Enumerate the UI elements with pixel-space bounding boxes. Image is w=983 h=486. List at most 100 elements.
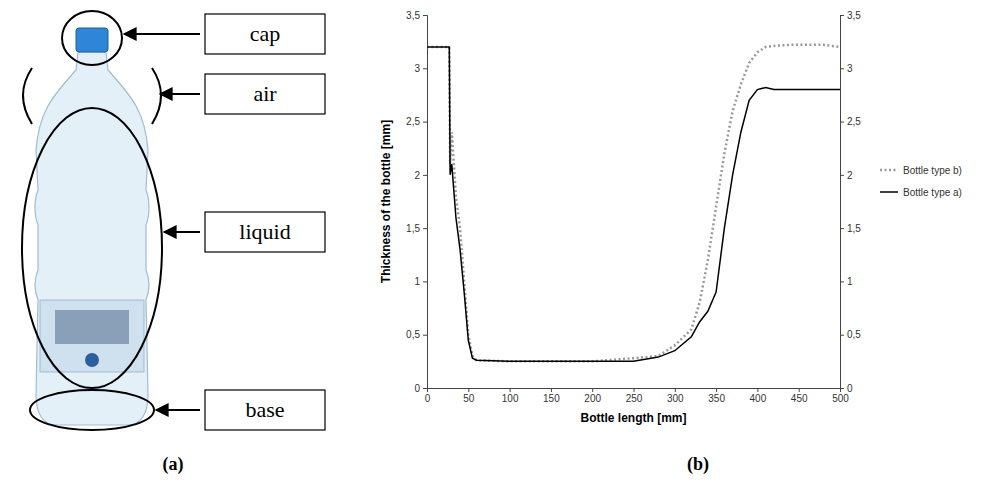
tick-mark xyxy=(423,388,427,389)
legend-item: Bottle type b) xyxy=(880,165,962,176)
tick-label: 250 xyxy=(626,393,643,404)
tick: 1 xyxy=(414,276,427,287)
label-box xyxy=(205,74,325,114)
label-text: air xyxy=(253,81,277,106)
legend-swatch xyxy=(880,169,898,172)
tick-mark xyxy=(423,335,427,336)
tick: 300 xyxy=(667,388,684,404)
tick-mark xyxy=(551,388,552,392)
figure: capairliquidbase(a)050100150200250300350… xyxy=(0,0,983,486)
tick: 400 xyxy=(750,388,767,404)
tick-mark xyxy=(675,388,676,392)
tick: 3,5 xyxy=(840,10,861,21)
tick-label: 2 xyxy=(847,170,853,181)
axis-line xyxy=(423,16,428,389)
tick-mark xyxy=(840,175,844,176)
bottle-label xyxy=(40,300,144,372)
tick-label: 0,5 xyxy=(406,329,420,340)
tick: 250 xyxy=(626,388,643,404)
tick-label: 100 xyxy=(502,393,519,404)
bottle-label-badge xyxy=(85,353,99,367)
air-bracket-left xyxy=(23,68,32,124)
tick-mark xyxy=(840,335,844,336)
tick-label: 500 xyxy=(832,393,849,404)
series-line xyxy=(427,47,840,361)
series-line xyxy=(427,45,840,362)
tick-label: 2,5 xyxy=(847,116,861,127)
base-ring xyxy=(30,390,154,430)
tick-mark xyxy=(840,68,844,69)
tick-mark xyxy=(634,388,635,392)
tick-label: 3,5 xyxy=(406,10,420,21)
plot-area xyxy=(427,45,840,362)
panel-label: (b) xyxy=(687,454,709,475)
tick: 2,5 xyxy=(406,116,427,127)
y-axis-title: Thickness of the bottle [mm] xyxy=(379,120,393,283)
label-text: cap xyxy=(250,21,281,46)
tick: 1,5 xyxy=(840,223,861,234)
label-box xyxy=(205,390,325,430)
bottle-label-patch xyxy=(55,310,129,344)
tick: 0 xyxy=(840,383,853,394)
legend-label: Bottle type a) xyxy=(903,187,962,198)
label-arrow xyxy=(164,231,200,233)
tick: 50 xyxy=(463,388,475,404)
tick-mark xyxy=(840,15,844,16)
tick-label: 300 xyxy=(667,393,684,404)
legend-label: Bottle type b) xyxy=(903,165,962,176)
legend-swatch xyxy=(880,191,898,193)
panel-a: capairliquidbase xyxy=(22,11,325,430)
tick: 3,5 xyxy=(406,10,427,21)
tick-label: 1 xyxy=(847,276,853,287)
tick-mark xyxy=(840,281,844,282)
tick: 2 xyxy=(840,170,853,181)
liquid-ring xyxy=(22,108,162,388)
axis-line xyxy=(428,389,841,393)
tick: 0 xyxy=(425,388,431,404)
tick-label: 1,5 xyxy=(406,223,420,234)
tick-label: 0 xyxy=(847,383,853,394)
tick: 150 xyxy=(543,388,560,404)
tick-mark xyxy=(840,122,844,123)
tick-label: 3 xyxy=(414,63,420,74)
tick: 1 xyxy=(840,276,853,287)
tick-mark xyxy=(757,388,758,392)
x-axis: 0 50 100 150 200 250 300 350 400 450 500 xyxy=(425,388,850,404)
tick-mark xyxy=(592,388,593,392)
tick-mark xyxy=(510,388,511,392)
tick: 450 xyxy=(791,388,808,404)
tick-label: 0 xyxy=(414,383,420,394)
label-box xyxy=(205,14,325,54)
tick-label: 150 xyxy=(543,393,560,404)
tick-label: 1 xyxy=(414,276,420,287)
tick-mark xyxy=(840,228,844,229)
label-arrow xyxy=(124,33,200,35)
tick-label: 50 xyxy=(463,393,475,404)
tick-label: 200 xyxy=(584,393,601,404)
tick: 3 xyxy=(414,63,427,74)
tick-label: 400 xyxy=(750,393,767,404)
tick-mark xyxy=(423,68,427,69)
label-box xyxy=(205,212,325,252)
tick: 350 xyxy=(708,388,725,404)
tick: 2,5 xyxy=(840,116,861,127)
tick-label: 3,5 xyxy=(847,10,861,21)
tick-label: 1,5 xyxy=(847,223,861,234)
tick-label: 350 xyxy=(708,393,725,404)
tick: 3 xyxy=(840,63,853,74)
tick-mark xyxy=(423,228,427,229)
tick-mark xyxy=(423,281,427,282)
tick-mark xyxy=(840,388,844,389)
tick-label: 0 xyxy=(425,393,431,404)
tick-mark xyxy=(423,122,427,123)
legend: Bottle type b) Bottle type a) xyxy=(880,165,962,198)
tick-mark xyxy=(799,388,800,392)
tick-mark xyxy=(423,15,427,16)
label-text: base xyxy=(245,397,284,422)
y2-axis: 00,511,522,533,5 xyxy=(840,10,861,394)
tick-mark xyxy=(423,175,427,176)
y-axis: 0 0,5 1 1,5 2 2,5 3 3,5 xyxy=(406,10,427,394)
axis-line xyxy=(841,16,845,389)
tick-label: 2 xyxy=(414,170,420,181)
tick: 0,5 xyxy=(406,329,427,340)
